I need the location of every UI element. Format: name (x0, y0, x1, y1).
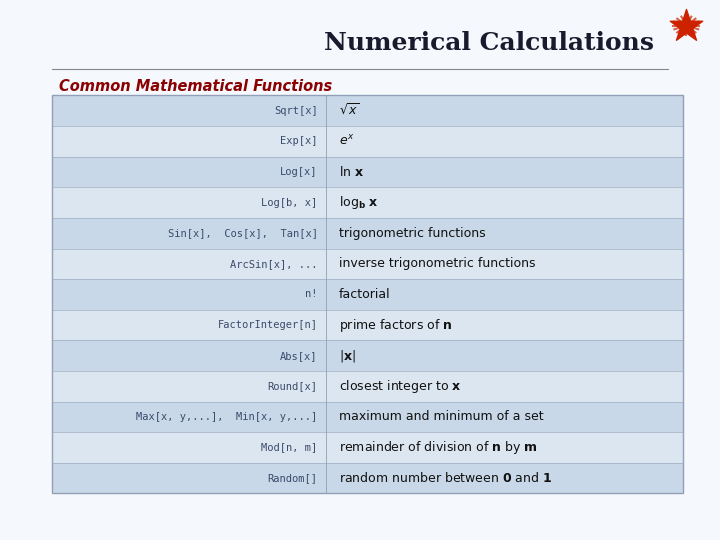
Text: prime factors of $\mathbf{n}$: prime factors of $\mathbf{n}$ (339, 316, 452, 334)
Bar (52, 157, 683, 187)
Text: maximum and minimum of a set: maximum and minimum of a set (339, 410, 544, 423)
Text: closest integer to $\mathbf{x}$: closest integer to $\mathbf{x}$ (339, 378, 462, 395)
Text: inverse trigonometric functions: inverse trigonometric functions (339, 258, 536, 271)
Text: trigonometric functions: trigonometric functions (339, 227, 486, 240)
Bar (52, 218, 683, 248)
Text: factorial: factorial (339, 288, 391, 301)
Bar (52, 126, 683, 157)
Bar (52, 402, 683, 432)
Text: Mod[n, m]: Mod[n, m] (261, 443, 318, 453)
Text: Numerical Calculations: Numerical Calculations (324, 31, 654, 55)
Bar (52, 96, 683, 494)
Bar (52, 248, 683, 279)
Text: $e^{x}$: $e^{x}$ (339, 134, 354, 149)
Bar (52, 187, 683, 218)
Bar (52, 463, 683, 494)
Text: Round[x]: Round[x] (268, 381, 318, 391)
Bar (52, 340, 683, 371)
Text: ArcSin[x], ...: ArcSin[x], ... (230, 259, 318, 269)
Text: $\sqrt{x}$: $\sqrt{x}$ (339, 103, 359, 118)
Bar (52, 279, 683, 310)
Text: Exp[x]: Exp[x] (280, 136, 318, 146)
Text: random number between $\mathbf{0}$ and $\mathbf{1}$: random number between $\mathbf{0}$ and $… (339, 471, 552, 485)
Text: n!: n! (305, 289, 318, 300)
Text: Sqrt[x]: Sqrt[x] (274, 106, 318, 116)
Text: $\mathbf{\log_b\, x}$: $\mathbf{\log_b\, x}$ (339, 194, 379, 211)
Bar (52, 371, 683, 402)
Point (680, 21, 692, 30)
Text: Log[b, x]: Log[b, x] (261, 198, 318, 207)
Text: $|\mathbf{x}|$: $|\mathbf{x}|$ (339, 348, 356, 363)
Text: Abs[x]: Abs[x] (280, 350, 318, 361)
Text: Sin[x],  Cos[x],  Tan[x]: Sin[x], Cos[x], Tan[x] (168, 228, 318, 238)
Text: Random[]: Random[] (268, 473, 318, 483)
Text: Max[x, y,...],  Min[x, y,...]: Max[x, y,...], Min[x, y,...] (136, 412, 318, 422)
Text: remainder of division of $\mathbf{n}$ by $\mathbf{m}$: remainder of division of $\mathbf{n}$ by… (339, 439, 538, 456)
Text: Log[x]: Log[x] (280, 167, 318, 177)
Text: Common Mathematical Functions: Common Mathematical Functions (59, 79, 332, 94)
Bar (52, 432, 683, 463)
Text: $\mathbf{\ln\, x}$: $\mathbf{\ln\, x}$ (339, 165, 364, 179)
Bar (52, 96, 683, 126)
Text: FactorInteger[n]: FactorInteger[n] (217, 320, 318, 330)
Bar (52, 310, 683, 340)
